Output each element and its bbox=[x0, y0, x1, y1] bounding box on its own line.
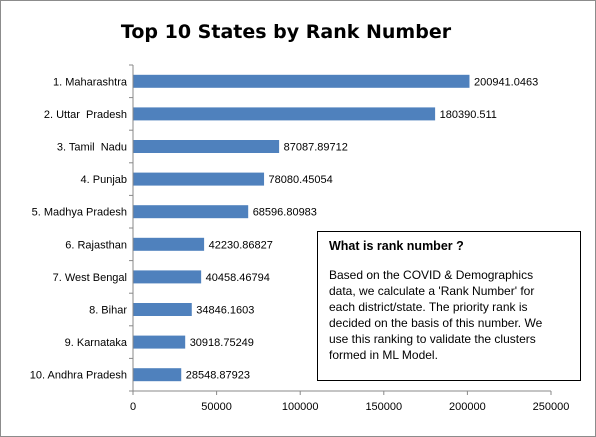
bar bbox=[133, 74, 470, 88]
x-tick-label: 50000 bbox=[201, 401, 232, 413]
bar bbox=[133, 335, 186, 349]
value-label: 78080.45054 bbox=[269, 174, 333, 186]
bar bbox=[133, 107, 436, 121]
bars bbox=[133, 74, 470, 382]
value-label: 42230.86827 bbox=[209, 239, 273, 251]
category-label: 8. Bihar bbox=[89, 305, 127, 317]
category-label: 10. Andhra Pradesh bbox=[30, 370, 127, 382]
bar bbox=[133, 140, 280, 153]
category-label: 3. Tamil Nadu bbox=[57, 142, 127, 154]
x-tick-label: 0 bbox=[130, 401, 136, 413]
bar bbox=[133, 368, 182, 382]
value-label: 200941.0463 bbox=[474, 76, 538, 88]
note-line: decided on the basis of this number. We bbox=[329, 316, 543, 330]
bar bbox=[133, 270, 202, 284]
category-label: 1. Maharashtra bbox=[53, 76, 128, 88]
bar bbox=[133, 205, 249, 219]
value-label: 68596.80983 bbox=[253, 207, 317, 219]
note-line: use this ranking to validate the cluster… bbox=[329, 332, 536, 346]
value-label: 28548.87923 bbox=[186, 370, 250, 382]
category-label: 9. Karnataka bbox=[65, 337, 128, 349]
value-label: 34846.1603 bbox=[196, 305, 254, 317]
note-body: Based on the COVID & Demographics data, … bbox=[329, 267, 571, 363]
note-line: data, we calculate a 'Rank Number' for bbox=[329, 284, 535, 298]
note-line: formed in ML Model. bbox=[329, 348, 438, 362]
category-label: 2. Uttar Pradesh bbox=[44, 109, 127, 121]
bar bbox=[133, 237, 205, 251]
category-label: 4. Punjab bbox=[81, 174, 127, 186]
x-tick-label: 100000 bbox=[282, 401, 319, 413]
axes bbox=[129, 64, 552, 395]
category-label: 5. Madhya Pradesh bbox=[32, 207, 127, 219]
category-label: 6. Rajasthan bbox=[65, 239, 127, 251]
chart-title: Top 10 States by Rank Number bbox=[120, 21, 452, 43]
note-line: Based on the COVID & Demographics bbox=[329, 268, 534, 282]
x-tick-label: 200000 bbox=[449, 401, 486, 413]
value-label: 87087.89712 bbox=[284, 142, 348, 154]
category-label: 7. West Bengal bbox=[53, 272, 127, 284]
labels: 0 50000 100000 150000 200000 250000 1. Maharas… bbox=[30, 76, 570, 413]
bar bbox=[133, 303, 192, 316]
x-tick-label: 150000 bbox=[365, 401, 402, 413]
value-label: 180390.511 bbox=[440, 109, 497, 121]
value-label: 30918.75249 bbox=[190, 337, 254, 349]
note-heading: What is rank number ? bbox=[329, 239, 464, 253]
x-tick-label: 250000 bbox=[533, 401, 570, 413]
rank-number-note: What is rank number ? Based on the COVID… bbox=[317, 231, 581, 381]
note-line: each district/state. The priority rank i… bbox=[329, 300, 528, 314]
bar bbox=[133, 172, 265, 186]
value-label: 40458.46794 bbox=[206, 272, 270, 284]
